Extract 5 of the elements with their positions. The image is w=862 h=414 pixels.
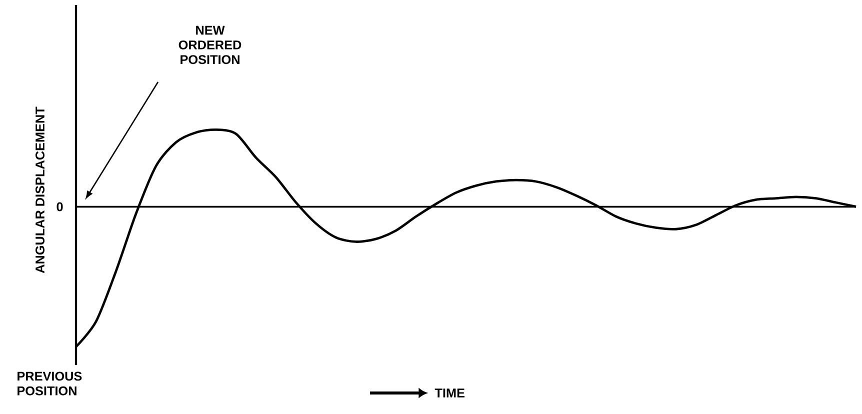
text: NEW ORDERED POSITION: [178, 26, 242, 64]
x-axis-title: TIME: [434, 388, 464, 398]
y-axis-title: ANGULAR DISPLACEMENT: [36, 106, 44, 274]
ref-line-label: 0: [56, 202, 63, 212]
text: PREVIOUS POSITION: [18, 372, 82, 396]
